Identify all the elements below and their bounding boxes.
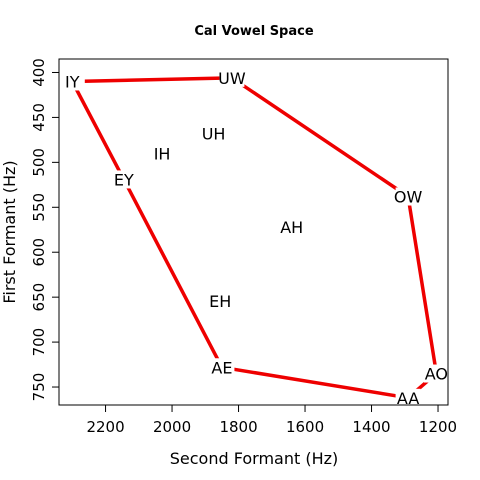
- vowel-label-bg: [395, 388, 421, 407]
- vowel-label: EY: [114, 170, 134, 189]
- vowel-label: UW: [218, 69, 246, 88]
- x-tick-label-1600: 1600: [286, 418, 324, 436]
- y-tick-label-400: 400: [30, 58, 48, 87]
- vowel-point-ih: IH: [149, 144, 175, 163]
- y-axis-label: First Formant (Hz): [0, 160, 19, 303]
- vowel-label-bg: [279, 218, 305, 237]
- chart-title: Cal Vowel Space: [194, 24, 314, 39]
- vowel-label-bg: [423, 364, 449, 383]
- vowel-labels: IY UW UH IH EY OW AH EH AE AO AA: [59, 68, 449, 408]
- vowel-label: AE: [211, 358, 232, 377]
- vowel-point-ey: EY: [111, 170, 137, 189]
- vowel-point-uh: UH: [201, 124, 227, 144]
- vowel-label-bg: [111, 170, 137, 189]
- y-tick-label-600: 600: [30, 238, 48, 267]
- vowel-label-bg: [209, 358, 235, 377]
- vowel-label-bg: [149, 144, 175, 163]
- vowel-point-ow: OW: [394, 187, 423, 207]
- x-tick-label-1200: 1200: [419, 418, 457, 436]
- vowel-label-bg: [395, 187, 421, 206]
- y-tick-label-750: 750: [30, 373, 48, 402]
- x-tick-label-2200: 2200: [86, 418, 124, 436]
- y-tick-label-500: 500: [30, 148, 48, 177]
- y-tick-label-700: 700: [30, 328, 48, 357]
- vowel-point-aa: AA: [395, 388, 421, 408]
- x-axis-label: Second Formant (Hz): [170, 449, 339, 468]
- x-tick-label-1400: 1400: [352, 418, 390, 436]
- y-tick-label-550: 550: [30, 193, 48, 222]
- vowel-label: UH: [202, 125, 226, 144]
- y-axis: 400 450 500 550 600 650 700 750: [30, 58, 59, 401]
- y-tick-label-650: 650: [30, 283, 48, 312]
- vowel-label: IH: [154, 144, 171, 163]
- vowel-label: IY: [65, 72, 80, 91]
- vowel-label-bg: [219, 68, 245, 87]
- vowel-boundary: [70, 76, 439, 400]
- y-tick-label-450: 450: [30, 103, 48, 132]
- vowel-label-bg: [207, 291, 233, 310]
- vowel-label: AH: [280, 218, 303, 237]
- vowel-label: AA: [397, 389, 419, 408]
- plot-frame: [58, 58, 449, 406]
- vowel-boundary-line: [70, 76, 439, 400]
- vowel-point-iy: IY: [59, 72, 85, 91]
- vowel-label: AO: [425, 365, 448, 384]
- x-tick-label-1800: 1800: [219, 418, 257, 436]
- vowel-label: EH: [209, 292, 231, 311]
- vowel-point-ah: AH: [279, 218, 305, 237]
- vowel-label-bg: [201, 124, 227, 143]
- vowel-point-ae: AE: [209, 358, 235, 377]
- vowel-point-uw: UW: [218, 68, 246, 88]
- vowel-label-bg: [59, 72, 85, 91]
- vowel-point-eh: EH: [207, 291, 233, 311]
- vowel-label: OW: [394, 188, 423, 207]
- vowel-point-ao: AO: [423, 364, 449, 384]
- x-tick-label-2000: 2000: [153, 418, 191, 436]
- x-axis: 2200 2000 1800 1600 1400 1200: [86, 405, 457, 436]
